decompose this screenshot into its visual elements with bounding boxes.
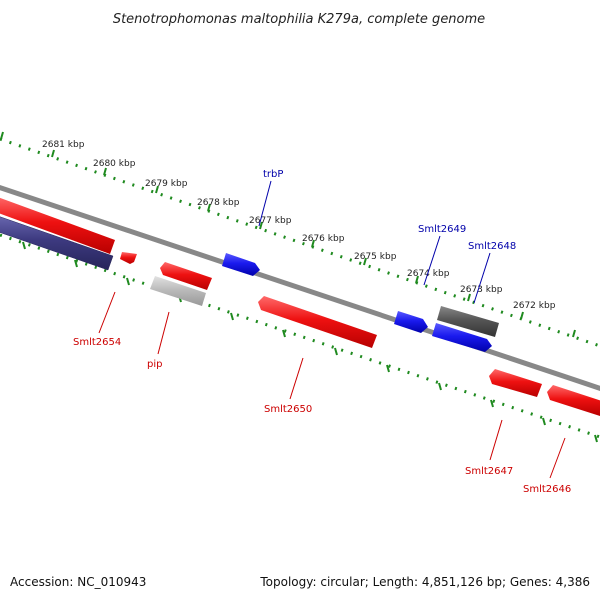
gene-label-trbP[interactable]: trbP (263, 169, 283, 180)
leader-smlt2647 (489, 419, 503, 461)
gene-arrow-smlt2654[interactable] (0, 196, 115, 254)
major-tick (155, 185, 159, 194)
major-tick (386, 364, 390, 373)
gene-arrow-pip[interactable] (160, 262, 212, 290)
tick-label: 2681 kbp (42, 140, 85, 150)
tick-label: 2675 kbp (354, 252, 397, 262)
tick-label: 2680 kbp (93, 159, 136, 169)
major-tick (51, 149, 55, 158)
major-tick (520, 311, 524, 320)
homology-hit-block[interactable] (0, 215, 114, 271)
major-tick (363, 257, 367, 266)
gene-label-smlt2654[interactable]: Smlt2654 (73, 337, 121, 348)
homology-hit-track (0, 215, 114, 271)
major-tick (572, 329, 576, 338)
gene-label-pip[interactable]: pip (147, 359, 162, 370)
gene-arrow-smlt2647[interactable] (489, 369, 542, 397)
lower-tick-track (0, 233, 600, 443)
gene-arrow-trbP[interactable] (222, 253, 260, 276)
gene-arrow-smlt2650[interactable] (258, 296, 377, 348)
leader-smlt2654 (98, 291, 116, 334)
major-tick (22, 241, 26, 250)
leader-pip (157, 311, 170, 355)
label-leaders (98, 180, 566, 479)
feature-dark-grey[interactable] (437, 306, 499, 337)
major-tick (259, 221, 263, 230)
major-tick (490, 399, 494, 408)
gene-label-smlt2649[interactable]: Smlt2649 (418, 224, 466, 235)
gene-arrow-smlt2649[interactable] (394, 311, 428, 333)
gene-label-smlt2646[interactable]: Smlt2646 (523, 484, 571, 495)
tick-label: 2677 kbp (249, 216, 292, 226)
major-tick (282, 329, 286, 338)
major-tick (334, 347, 338, 356)
gene-arrow-red[interactable] (120, 252, 137, 264)
major-tick (230, 312, 234, 321)
leader-smlt2649 (423, 235, 441, 286)
gene-labels: trbP Smlt2649 Smlt2648 Smlt2654 pip Smlt… (73, 169, 571, 495)
tick-label: 2678 kbp (197, 198, 240, 208)
tick-label: 2679 kbp (145, 179, 188, 189)
major-tick (311, 239, 315, 248)
leader-smlt2650 (289, 357, 304, 400)
major-tick (74, 259, 78, 268)
gene-label-smlt2648[interactable]: Smlt2648 (468, 241, 516, 252)
gene-arrow-smlt2646[interactable] (547, 385, 600, 416)
leader-smlt2646 (549, 437, 566, 479)
genome-backbone (0, 185, 600, 391)
major-tick (415, 275, 419, 284)
accession-text: Accession: NC_010943 (10, 575, 146, 589)
gene-arrow-smlt2648[interactable] (432, 323, 492, 352)
major-tick (126, 277, 130, 286)
major-tick (594, 434, 598, 443)
leader-smlt2648 (473, 252, 491, 304)
major-tick (438, 382, 442, 391)
gene-label-smlt2650[interactable]: Smlt2650 (264, 404, 312, 415)
topology-text: Topology: circular; Length: 4,851,126 bp… (259, 575, 590, 589)
tick-label: 2673 kbp (460, 285, 503, 295)
tick-label: 2676 kbp (302, 234, 345, 244)
feature-light-grey[interactable] (150, 276, 206, 306)
major-tick (103, 167, 107, 176)
map-title: Stenotrophomonas maltophilia K279a, comp… (113, 12, 485, 27)
tick-label: 2674 kbp (407, 269, 450, 279)
upper-tick-track (0, 131, 600, 348)
tick-labels: 2681 kbp 2680 kbp 2679 kbp 2678 kbp 2677… (42, 140, 556, 311)
leader-trbP (258, 180, 272, 227)
major-tick (0, 131, 4, 140)
major-tick (542, 417, 546, 426)
tick-label: 2672 kbp (513, 301, 556, 311)
forward-strand-genes (222, 253, 492, 352)
major-tick (467, 293, 471, 302)
reverse-strand-genes (120, 252, 600, 416)
gene-label-smlt2647[interactable]: Smlt2647 (465, 466, 513, 477)
major-tick (207, 203, 211, 212)
